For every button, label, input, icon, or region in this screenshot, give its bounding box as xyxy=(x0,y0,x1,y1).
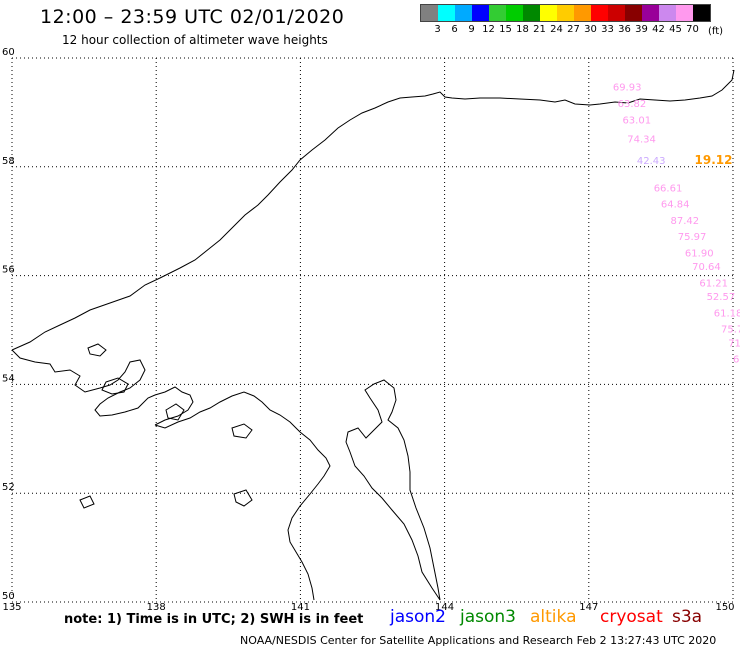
coastline xyxy=(11,69,735,601)
west-island-1 xyxy=(101,377,129,395)
legend-swatch xyxy=(489,5,506,21)
wave-height-value: 69.71 xyxy=(733,355,740,366)
lat-label: 56 xyxy=(2,265,15,276)
lat-label: 52 xyxy=(2,482,15,493)
lon-label: 147 xyxy=(579,602,598,613)
legend-swatch xyxy=(506,5,523,21)
wave-height-value: 87.42 xyxy=(671,216,700,227)
altimeter-measurements: 69.93 63.82 63.01 74.34 42.43 19.12 66.61 64.84… xyxy=(613,83,740,366)
map-title: 12:00 – 23:59 UTC 02/01/2020 xyxy=(40,6,345,28)
wave-height-value: 63.01 xyxy=(622,115,651,126)
legend-swatch xyxy=(455,5,472,21)
lon-label: 144 xyxy=(435,602,454,613)
legend-swatch xyxy=(523,5,540,21)
bay-island-2 xyxy=(79,495,95,509)
lat-label: 58 xyxy=(2,156,15,167)
footer-note: note: 1) Time is in UTC; 2) SWH is in fe… xyxy=(64,612,364,627)
west-coastline xyxy=(11,349,194,426)
legend-swatch xyxy=(421,5,438,21)
legend-swatch xyxy=(625,5,642,21)
wave-height-value: 69.93 xyxy=(613,83,642,94)
wave-height-value: 64.84 xyxy=(661,200,690,211)
legend-swatch xyxy=(642,5,659,21)
lat-label: 50 xyxy=(2,591,15,602)
legend-swatch xyxy=(659,5,676,21)
satellite-cryosat: cryosat xyxy=(600,607,663,627)
wave-height-value: 70.64 xyxy=(692,262,721,273)
legend-label: 42 xyxy=(652,24,665,35)
legend-swatch xyxy=(608,5,625,21)
legend-swatch xyxy=(591,5,608,21)
sakhalin-island xyxy=(345,379,441,601)
lon-label: 135 xyxy=(2,602,21,613)
bay-island-1 xyxy=(231,423,253,439)
legend-swatch xyxy=(438,5,455,21)
legend-label: 33 xyxy=(601,24,614,35)
lon-label: 138 xyxy=(147,602,166,613)
legend-label: 21 xyxy=(533,24,546,35)
wave-height-value: 66.61 xyxy=(654,183,683,194)
lon-label: 141 xyxy=(291,602,310,613)
legend-label: 45 xyxy=(669,24,682,35)
legend-swatch xyxy=(574,5,591,21)
wave-height-value: 19.12 xyxy=(695,153,733,167)
bay-island-3 xyxy=(233,489,253,507)
legend-label: 30 xyxy=(584,24,597,35)
wave-height-value: 61.21 xyxy=(699,278,728,289)
west-island-2 xyxy=(87,343,107,357)
map-subtitle: 12 hour collection of altimeter wave hei… xyxy=(62,33,328,47)
credit-line: NOAA/NESDIS Center for Satellite Applica… xyxy=(240,634,717,647)
wave-height-value: 61.90 xyxy=(685,249,714,260)
amur-coast xyxy=(154,391,331,601)
wave-height-value: 74.34 xyxy=(627,134,656,145)
legend-labels: 3 6 9 12 15 18 21 24 27 30 33 36 39 42 45 70 xyxy=(420,22,711,36)
legend-label: 18 xyxy=(516,24,529,35)
legend-label: 6 xyxy=(451,24,458,35)
legend-label: 24 xyxy=(550,24,563,35)
legend-label: 36 xyxy=(618,24,631,35)
legend-label: 3 xyxy=(434,24,441,35)
legend-label: 39 xyxy=(635,24,648,35)
legend-swatch xyxy=(557,5,574,21)
satellite-jason3: jason3 xyxy=(460,607,516,627)
wave-height-value: 52.57 xyxy=(707,292,736,303)
legend-swatch xyxy=(540,5,557,21)
legend-label: 9 xyxy=(468,24,475,35)
legend-swatch xyxy=(676,5,693,21)
legend-label: 27 xyxy=(567,24,580,35)
lon-label: 150 xyxy=(715,602,734,613)
bay-island-4 xyxy=(165,403,185,421)
satellite-altika: altika xyxy=(530,607,577,627)
color-legend: 3 6 9 12 15 18 21 24 27 30 33 36 39 42 45 70 (ft) xyxy=(420,4,723,37)
wave-height-value: 71.17 xyxy=(728,338,740,349)
wave-height-value: 61.18 xyxy=(714,308,740,319)
lat-label: 60 xyxy=(2,47,15,58)
satellite-s3a: s3a xyxy=(672,607,703,627)
north-coastline xyxy=(11,69,735,351)
legend-label: 15 xyxy=(499,24,512,35)
wave-height-value: 42.43 xyxy=(637,156,666,167)
legend-label: 12 xyxy=(482,24,495,35)
legend-unit: (ft) xyxy=(708,26,724,37)
lat-label: 54 xyxy=(2,373,15,384)
wave-height-value: 63.82 xyxy=(618,99,647,110)
legend-swatch xyxy=(693,5,710,21)
wave-height-value: 75.97 xyxy=(678,232,707,243)
wave-height-value: 75.74 xyxy=(721,325,740,336)
legend-swatch xyxy=(472,5,489,21)
legend-swatches xyxy=(420,4,711,22)
satellite-jason2: jason2 xyxy=(390,607,446,627)
legend-label: 70 xyxy=(686,24,699,35)
